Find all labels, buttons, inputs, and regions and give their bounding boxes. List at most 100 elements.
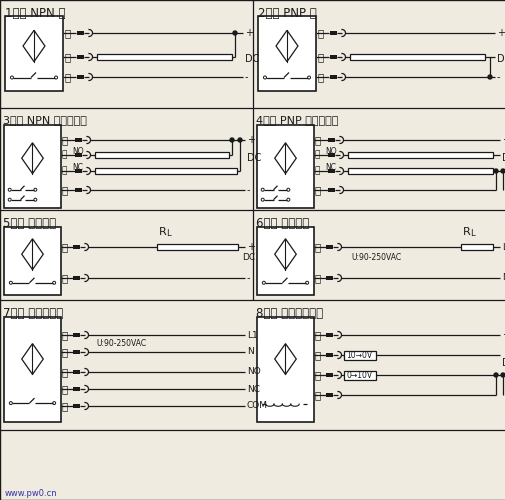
Bar xyxy=(73,245,80,249)
Bar xyxy=(4,317,61,422)
Bar xyxy=(257,227,314,295)
Bar xyxy=(257,317,314,422)
Text: -: - xyxy=(504,390,505,400)
Text: 蓝: 蓝 xyxy=(62,273,68,283)
Bar xyxy=(77,55,84,59)
Text: DC: DC xyxy=(501,358,505,368)
Bar xyxy=(328,153,335,157)
Bar xyxy=(344,350,376,360)
Text: NC: NC xyxy=(72,164,83,172)
Bar xyxy=(348,152,492,158)
Text: 5号： 直流二线: 5号： 直流二线 xyxy=(3,217,56,230)
Text: 1号： NPN 型: 1号： NPN 型 xyxy=(5,7,65,20)
Text: NC: NC xyxy=(324,164,335,172)
Bar xyxy=(95,152,229,158)
Circle shape xyxy=(9,282,12,284)
Text: 黑: 黑 xyxy=(315,166,320,175)
Bar xyxy=(75,138,82,142)
Bar xyxy=(326,393,333,397)
Circle shape xyxy=(261,188,264,191)
Bar xyxy=(326,373,333,377)
Text: NO: NO xyxy=(246,368,260,376)
Circle shape xyxy=(53,282,56,284)
Bar xyxy=(350,54,484,60)
Text: +: + xyxy=(501,135,505,145)
Text: 蓝: 蓝 xyxy=(62,347,68,357)
Circle shape xyxy=(286,198,289,201)
Bar xyxy=(460,244,492,250)
Text: +: + xyxy=(496,28,504,38)
Circle shape xyxy=(493,169,497,173)
Bar xyxy=(326,245,333,249)
Text: L1: L1 xyxy=(246,330,257,340)
Bar xyxy=(75,169,82,173)
Bar xyxy=(257,125,314,208)
Text: 棕: 棕 xyxy=(65,28,71,38)
Bar xyxy=(258,16,316,91)
Text: 黄: 黄 xyxy=(315,350,321,360)
Bar xyxy=(348,168,492,174)
Bar xyxy=(328,188,335,192)
Text: NO: NO xyxy=(72,148,83,156)
Text: 2号： PNP 型: 2号： PNP 型 xyxy=(258,7,316,20)
Text: U:90-250VAC: U:90-250VAC xyxy=(351,254,401,262)
Text: 蓝: 蓝 xyxy=(65,72,71,82)
Text: -: - xyxy=(246,185,250,195)
Bar xyxy=(328,138,335,142)
Text: 4号： PNP 一开一闭型: 4号： PNP 一开一闭型 xyxy=(256,115,338,125)
Circle shape xyxy=(11,76,14,79)
Text: 8号： 模拟量输出型: 8号： 模拟量输出型 xyxy=(256,307,323,320)
Bar xyxy=(75,188,82,192)
Text: 黄: 黄 xyxy=(62,150,67,160)
Text: DC: DC xyxy=(496,54,505,64)
Circle shape xyxy=(286,188,289,191)
Bar xyxy=(73,276,80,280)
Bar xyxy=(97,54,231,60)
Circle shape xyxy=(8,198,11,201)
Text: www.pw0.cn: www.pw0.cn xyxy=(5,488,58,498)
Text: +: + xyxy=(501,330,505,340)
Text: NO: NO xyxy=(324,148,336,156)
Circle shape xyxy=(53,402,56,404)
Text: -: - xyxy=(504,185,505,195)
Text: 黄: 黄 xyxy=(62,367,68,377)
Text: 红: 红 xyxy=(315,330,321,340)
Circle shape xyxy=(263,76,266,79)
Text: 0→10V: 0→10V xyxy=(346,370,372,380)
Text: +: + xyxy=(246,242,255,252)
Text: 棕: 棕 xyxy=(317,28,324,38)
Circle shape xyxy=(230,138,233,142)
Bar xyxy=(330,31,337,35)
Bar xyxy=(4,125,61,208)
Bar xyxy=(326,276,333,280)
Circle shape xyxy=(500,169,504,173)
Circle shape xyxy=(237,138,241,142)
Bar xyxy=(73,370,80,374)
Circle shape xyxy=(487,75,491,79)
Bar xyxy=(157,244,237,250)
Text: NC: NC xyxy=(246,384,260,394)
Text: N: N xyxy=(246,348,253,356)
Text: 黑: 黑 xyxy=(62,166,67,175)
Bar xyxy=(73,333,80,337)
Circle shape xyxy=(262,282,265,284)
Bar xyxy=(328,169,335,173)
Text: 棕: 棕 xyxy=(62,401,68,411)
Text: DC: DC xyxy=(241,252,255,262)
Text: 黑: 黑 xyxy=(65,52,71,62)
Circle shape xyxy=(232,31,236,35)
Text: 3号： NPN 一开一闭型: 3号： NPN 一开一闭型 xyxy=(3,115,87,125)
Text: 6号： 交流二线: 6号： 交流二线 xyxy=(256,217,309,230)
Text: R: R xyxy=(462,227,470,237)
Circle shape xyxy=(493,373,497,377)
Text: 红: 红 xyxy=(315,135,321,145)
Circle shape xyxy=(55,76,58,79)
Bar xyxy=(95,168,236,174)
Text: -: - xyxy=(246,273,250,283)
Text: U:90-250VAC: U:90-250VAC xyxy=(96,340,146,348)
Text: 蓝: 蓝 xyxy=(317,72,324,82)
Text: R: R xyxy=(159,227,166,237)
Bar xyxy=(5,16,63,91)
Bar xyxy=(77,31,84,35)
Circle shape xyxy=(305,282,308,284)
